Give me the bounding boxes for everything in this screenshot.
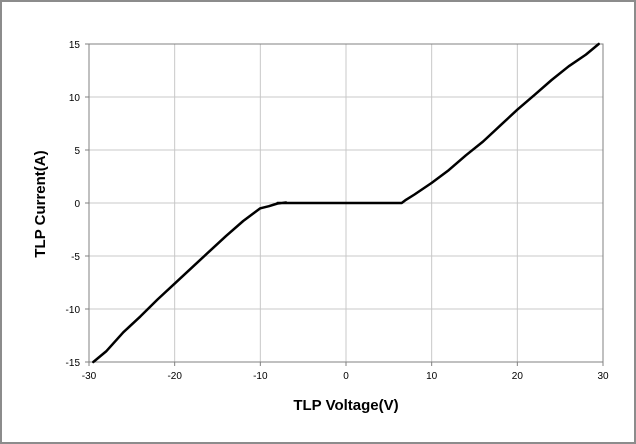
y-tick-label: 10 <box>69 93 81 104</box>
y-tick-label: -15 <box>66 358 81 369</box>
y-tick-label: 0 <box>74 199 80 210</box>
y-axis-ticks: -15 -10 -5 0 5 10 15 <box>66 40 89 369</box>
y-axis-title: TLP Current(A) <box>32 150 49 257</box>
y-tick-label: -5 <box>71 252 80 263</box>
x-tick-label: 10 <box>426 371 438 382</box>
x-tick-label: 0 <box>343 371 349 382</box>
x-tick-label: -10 <box>253 371 268 382</box>
x-tick-label: 30 <box>597 371 609 382</box>
x-tick-label: -20 <box>167 371 182 382</box>
x-axis-title: TLP Voltage(V) <box>293 397 398 414</box>
series-group <box>92 42 600 364</box>
y-tick-label: 5 <box>74 146 80 157</box>
y-tick-label: -10 <box>66 305 81 316</box>
x-tick-label: -30 <box>82 371 97 382</box>
y-tick-label: 15 <box>69 40 81 51</box>
iv-curve-line <box>92 42 600 364</box>
x-axis-ticks: -30 -20 -10 0 10 20 30 <box>82 362 609 382</box>
x-tick-label: 20 <box>512 371 524 382</box>
